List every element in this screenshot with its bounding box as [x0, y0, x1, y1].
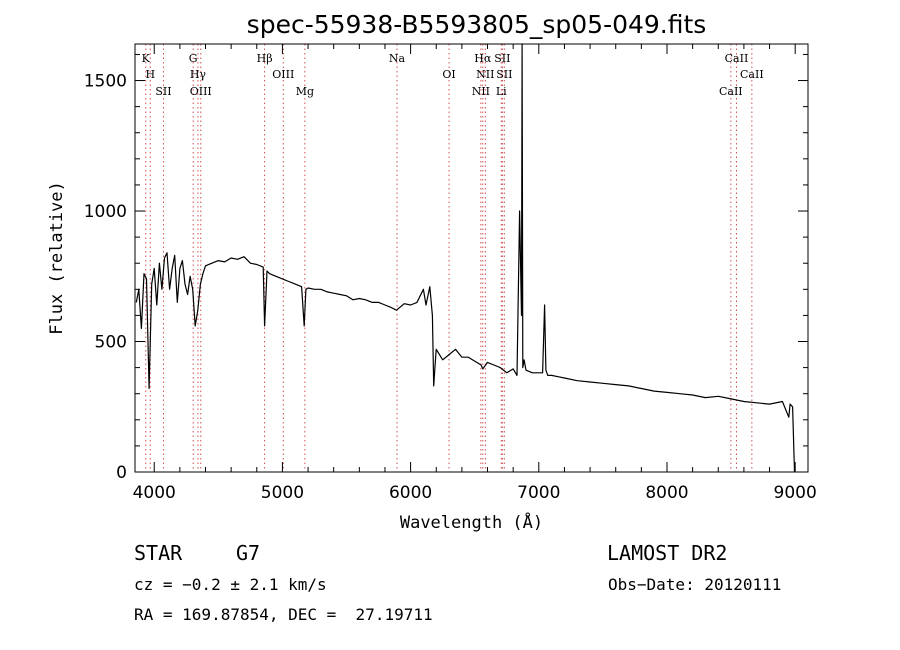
- marker-label-8: Mg: [296, 85, 314, 98]
- y-tick-label-1: 500: [95, 333, 127, 353]
- marker-label-4: Hγ: [190, 68, 207, 81]
- survey-name: LAMOST DR2: [607, 541, 728, 565]
- marker-label-17: CaII: [719, 85, 743, 98]
- redshift-readout: cz = −0.2 ± 2.1 km/s: [134, 575, 327, 594]
- x-tick-label-2: 6000: [389, 483, 432, 503]
- chart-title: spec-55938-B5593805_sp05-049.fits: [247, 10, 707, 39]
- marker-label-6: Hβ: [257, 52, 273, 65]
- marker-label-7: OIII: [272, 68, 294, 81]
- subclass: G7: [236, 541, 261, 565]
- marker-label-3: G: [189, 52, 198, 65]
- marker-label-12: Hα: [474, 52, 492, 65]
- obs-date: Obs−Date: 20120111: [608, 575, 782, 594]
- marker-label-16: SII: [496, 68, 512, 81]
- x-tick-label-3: 7000: [517, 483, 560, 503]
- y-tick-label-0: 0: [116, 463, 127, 483]
- marker-label-14: Li: [496, 85, 507, 98]
- marker-label-1: H: [145, 68, 155, 81]
- object-class: STAR: [134, 541, 183, 565]
- coordinates: RA = 169.87854, DEC = 27.19711: [134, 605, 433, 624]
- marker-label-11: NII: [472, 85, 490, 98]
- y-tick-label-2: 1000: [84, 202, 127, 222]
- marker-label-19: CaII: [740, 68, 764, 81]
- plot-frame: [134, 43, 809, 473]
- x-tick-label-1: 5000: [261, 483, 304, 503]
- marker-label-15: SII: [494, 52, 510, 65]
- y-tick-label-3: 1500: [84, 72, 127, 92]
- marker-label-13: NII: [476, 68, 494, 81]
- spectrum-line: [135, 43, 796, 473]
- marker-label-0: K: [142, 52, 151, 65]
- x-tick-label-4: 8000: [645, 483, 688, 503]
- marker-label-10: OI: [442, 68, 455, 81]
- x-axis-label: Wavelength (Å): [400, 511, 543, 533]
- marker-label-9: Na: [389, 52, 406, 65]
- marker-label-2: SII: [155, 85, 171, 98]
- x-tick-label-5: 9000: [774, 483, 817, 503]
- marker-label-18: CaII: [725, 52, 749, 65]
- marker-label-5: OIII: [190, 85, 212, 98]
- x-tick-label-0: 4000: [133, 483, 176, 503]
- y-axis-label: Flux (relative): [47, 181, 67, 335]
